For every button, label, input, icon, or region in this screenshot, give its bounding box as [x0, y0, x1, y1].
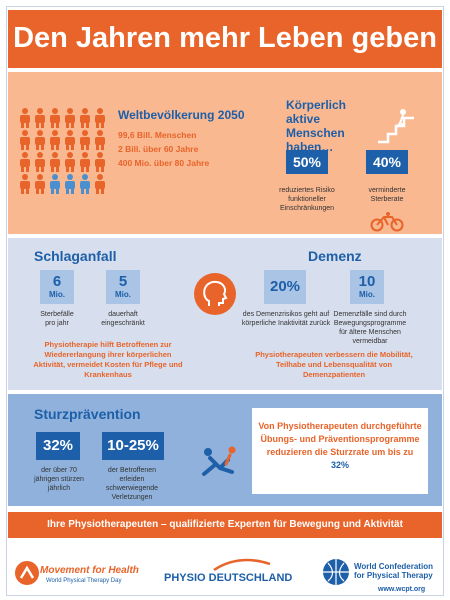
- active-title: Körperlich aktive Menschen haben…: [286, 98, 347, 154]
- logo2-b: DEUTSCHLAND: [208, 572, 293, 584]
- stat-box: 10-25%: [102, 432, 164, 460]
- stat-unit: Mio.: [359, 290, 375, 299]
- person-icon: [20, 108, 30, 128]
- callout-text: Von Physiotherapeuten durchgeführte Übun…: [252, 420, 428, 472]
- stroke-dementia-section: Schlaganfall 6 Mio. 5 Mio. Sterbefälle pro…: [8, 238, 442, 390]
- logo2-a: PHYSIO: [164, 572, 206, 584]
- stat-box: 40%: [366, 150, 408, 174]
- head-icon: [194, 273, 236, 315]
- person-icon: [50, 108, 60, 128]
- callout-box: Von Physiotherapeuten durchgeführte Übun…: [252, 408, 428, 494]
- person-icon: [80, 130, 90, 150]
- person-icon: [20, 174, 30, 194]
- person-icon: [95, 174, 105, 194]
- person-icon: [50, 130, 60, 150]
- person-icon: [50, 152, 60, 172]
- banner-text: Ihre Physiotherapeuten – qualifizierte E…: [47, 519, 403, 530]
- logo2: PHYSIO DEUTSCHLAND: [164, 572, 292, 584]
- logo2-swoosh: [213, 558, 271, 572]
- people-icons: [20, 108, 105, 194]
- stat-box: 32%: [36, 432, 80, 460]
- stairs-icon: [378, 109, 414, 144]
- person-icon: [20, 152, 30, 172]
- frame: [6, 6, 444, 596]
- stat-unit: Mio.: [49, 290, 65, 299]
- person-icon: [65, 130, 75, 150]
- fall-icon: [202, 446, 236, 476]
- stat-text: reduziertes Risiko funktioneller Einschr…: [279, 187, 335, 212]
- callout: Von Physiotherapeuten durchgeführte Übun…: [258, 421, 422, 457]
- stat-text: verminderte Sterberate: [368, 187, 406, 203]
- person-icon: [80, 108, 90, 128]
- population-title: Weltbevölkerung 2050: [118, 108, 245, 122]
- stat-box: 50%: [286, 150, 328, 174]
- person-icon: [65, 152, 75, 172]
- stat-text: der über 70 jährigen stürzen jährlich: [34, 467, 84, 492]
- population-line: 99,6 Bill. Menschen: [118, 130, 197, 140]
- banner: Ihre Physiotherapeuten – qualifizierte E…: [8, 512, 442, 538]
- person-icon: [95, 108, 105, 128]
- stat-value: 6: [52, 273, 62, 290]
- stat-text: Demenzfälle sind durch Bewegungsprogramm…: [333, 311, 407, 345]
- population-lines: 99,6 Bill. Menschen 2 Bill. über 60 Jahr…: [118, 128, 209, 170]
- person-icon: [80, 174, 90, 194]
- person-icon: [35, 152, 45, 172]
- person-icon: [65, 108, 75, 128]
- header-bar: Den Jahren mehr Leben geben: [8, 10, 442, 68]
- person-icon: [35, 108, 45, 128]
- person-icon: [50, 174, 60, 194]
- person-icon: [35, 130, 45, 150]
- logo1-sub: World Physical Therapy Day: [46, 578, 122, 584]
- stat-value: 5: [118, 273, 128, 290]
- stat-unit: Mio.: [115, 290, 131, 299]
- url: www.wcpt.org: [378, 586, 426, 593]
- population-section: Weltbevölkerung 2050 99,6 Bill. Menschen…: [8, 72, 442, 234]
- person-icon: [35, 174, 45, 194]
- stat-box: 20%: [264, 270, 306, 304]
- falls-section: Sturzprävention 32% 10-25% der über 70 j…: [8, 394, 442, 506]
- title: Den Jahren mehr Leben geben: [13, 22, 437, 54]
- stat-box: 10 Mio.: [350, 270, 384, 304]
- stroke-note: Physiotherapie hilft Betroffenen zur Wie…: [33, 340, 183, 379]
- stat-text: dauerhaft eingeschränkt: [101, 311, 145, 327]
- stat-text: des Demenzrisikos geht auf körperliche I…: [241, 311, 331, 327]
- person-icon: [95, 152, 105, 172]
- stat-box: 5 Mio.: [106, 270, 140, 304]
- person-icon: [95, 130, 105, 150]
- person-icon: [80, 152, 90, 172]
- population-line: 2 Bill. über 60 Jahre: [118, 144, 199, 154]
- person-icon: [20, 130, 30, 150]
- dementia-title: Demenz: [308, 248, 362, 264]
- stroke-title: Schlaganfall: [34, 248, 117, 264]
- logo3-globe: [323, 559, 349, 585]
- bike-icon: [370, 212, 404, 232]
- logo1: Movement for Health: [40, 565, 139, 576]
- dementia-note: Physiotherapeuten verbessern die Mobilit…: [255, 350, 413, 379]
- falls-title: Sturzprävention: [34, 406, 141, 422]
- logo1-icon: [15, 561, 39, 585]
- logo3: World Confederation for Physical Therapy: [354, 562, 433, 580]
- person-icon: [65, 174, 75, 194]
- stat-text: Sterbefälle pro jahr: [40, 311, 74, 327]
- stat-text: der Betroffenen erleiden schwerwiegende …: [105, 467, 159, 501]
- stat-box: 6 Mio.: [40, 270, 74, 304]
- stat-value: 10: [358, 273, 376, 290]
- population-line: 400 Mio. über 80 Jahre: [118, 158, 210, 168]
- callout-value: 32%: [330, 460, 349, 470]
